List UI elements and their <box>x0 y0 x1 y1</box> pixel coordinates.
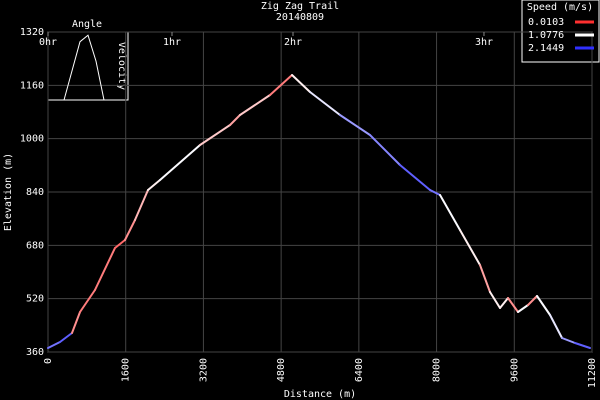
line-segment <box>458 229 481 266</box>
time-tick-label: 0hr <box>39 37 57 48</box>
x-tick-label: 11200 <box>587 358 598 388</box>
line-segment <box>133 189 150 221</box>
x-tick-label: 6400 <box>354 358 365 382</box>
line-segment <box>499 297 510 309</box>
y-tick-label: 680 <box>26 240 44 251</box>
x-tick-label: 4800 <box>276 358 287 382</box>
legend-label: 1.0776 <box>528 30 564 41</box>
line-segment <box>269 74 294 96</box>
line-segment <box>159 144 202 181</box>
x-tick-label: 1600 <box>121 358 132 382</box>
line-segment <box>308 91 342 116</box>
line-segment <box>113 239 126 249</box>
line-segment <box>79 289 96 313</box>
line-segment <box>291 74 311 93</box>
line-segment <box>478 264 491 293</box>
inset-y-label: Velocity <box>116 42 127 90</box>
x-tick-label: 0 <box>43 358 54 364</box>
line-segment <box>239 94 272 116</box>
legend-box <box>521 0 600 63</box>
time-tick-label: 1hr <box>163 37 181 48</box>
line-segment <box>93 247 116 291</box>
line-segment <box>574 342 592 349</box>
x-tick-label: 3200 <box>198 358 209 382</box>
line-segment <box>368 134 401 166</box>
chart-subtitle: 20140809 <box>276 12 324 23</box>
line-segment <box>429 189 442 196</box>
inset-box <box>47 31 129 101</box>
y-tick-label: 1000 <box>20 134 44 145</box>
line-segment <box>507 297 520 313</box>
line-segment <box>58 332 73 343</box>
line-segment <box>229 114 242 126</box>
line-segment <box>527 295 539 306</box>
line-segment <box>47 341 61 349</box>
line-segment <box>536 295 552 316</box>
line-segment <box>561 337 576 344</box>
y-tick-label: 520 <box>26 294 44 305</box>
line-segment <box>199 124 232 146</box>
time-tick-label: 3hr <box>475 37 493 48</box>
x-axis-label: Distance (m) <box>284 389 356 400</box>
line-segment <box>123 219 136 241</box>
y-axis-label: Elevation (m) <box>3 153 14 231</box>
inset-line <box>63 34 105 101</box>
line-segment <box>517 304 530 313</box>
time-tick-label: 2hr <box>284 37 302 48</box>
line-segment <box>398 164 432 191</box>
line-segment <box>339 114 371 136</box>
y-tick-label: 1320 <box>20 27 44 38</box>
line-segment <box>147 179 162 191</box>
x-tick-label: 8000 <box>432 358 443 382</box>
legend-title: Speed (m/s) <box>527 2 593 13</box>
y-tick-label: 1160 <box>20 80 44 91</box>
line-segment <box>549 314 564 339</box>
line-segment <box>489 291 502 309</box>
line-segment <box>439 194 461 231</box>
legend-label: 2.1449 <box>528 43 564 54</box>
y-tick-label: 840 <box>26 187 44 198</box>
legend-label: 0.0103 <box>528 17 564 28</box>
y-tick-label: 360 <box>26 347 44 358</box>
inset-title: Angle <box>72 19 102 30</box>
chart-title: Zig Zag Trail <box>261 1 339 12</box>
x-tick-label: 9600 <box>509 358 520 382</box>
line-segment <box>70 311 82 334</box>
